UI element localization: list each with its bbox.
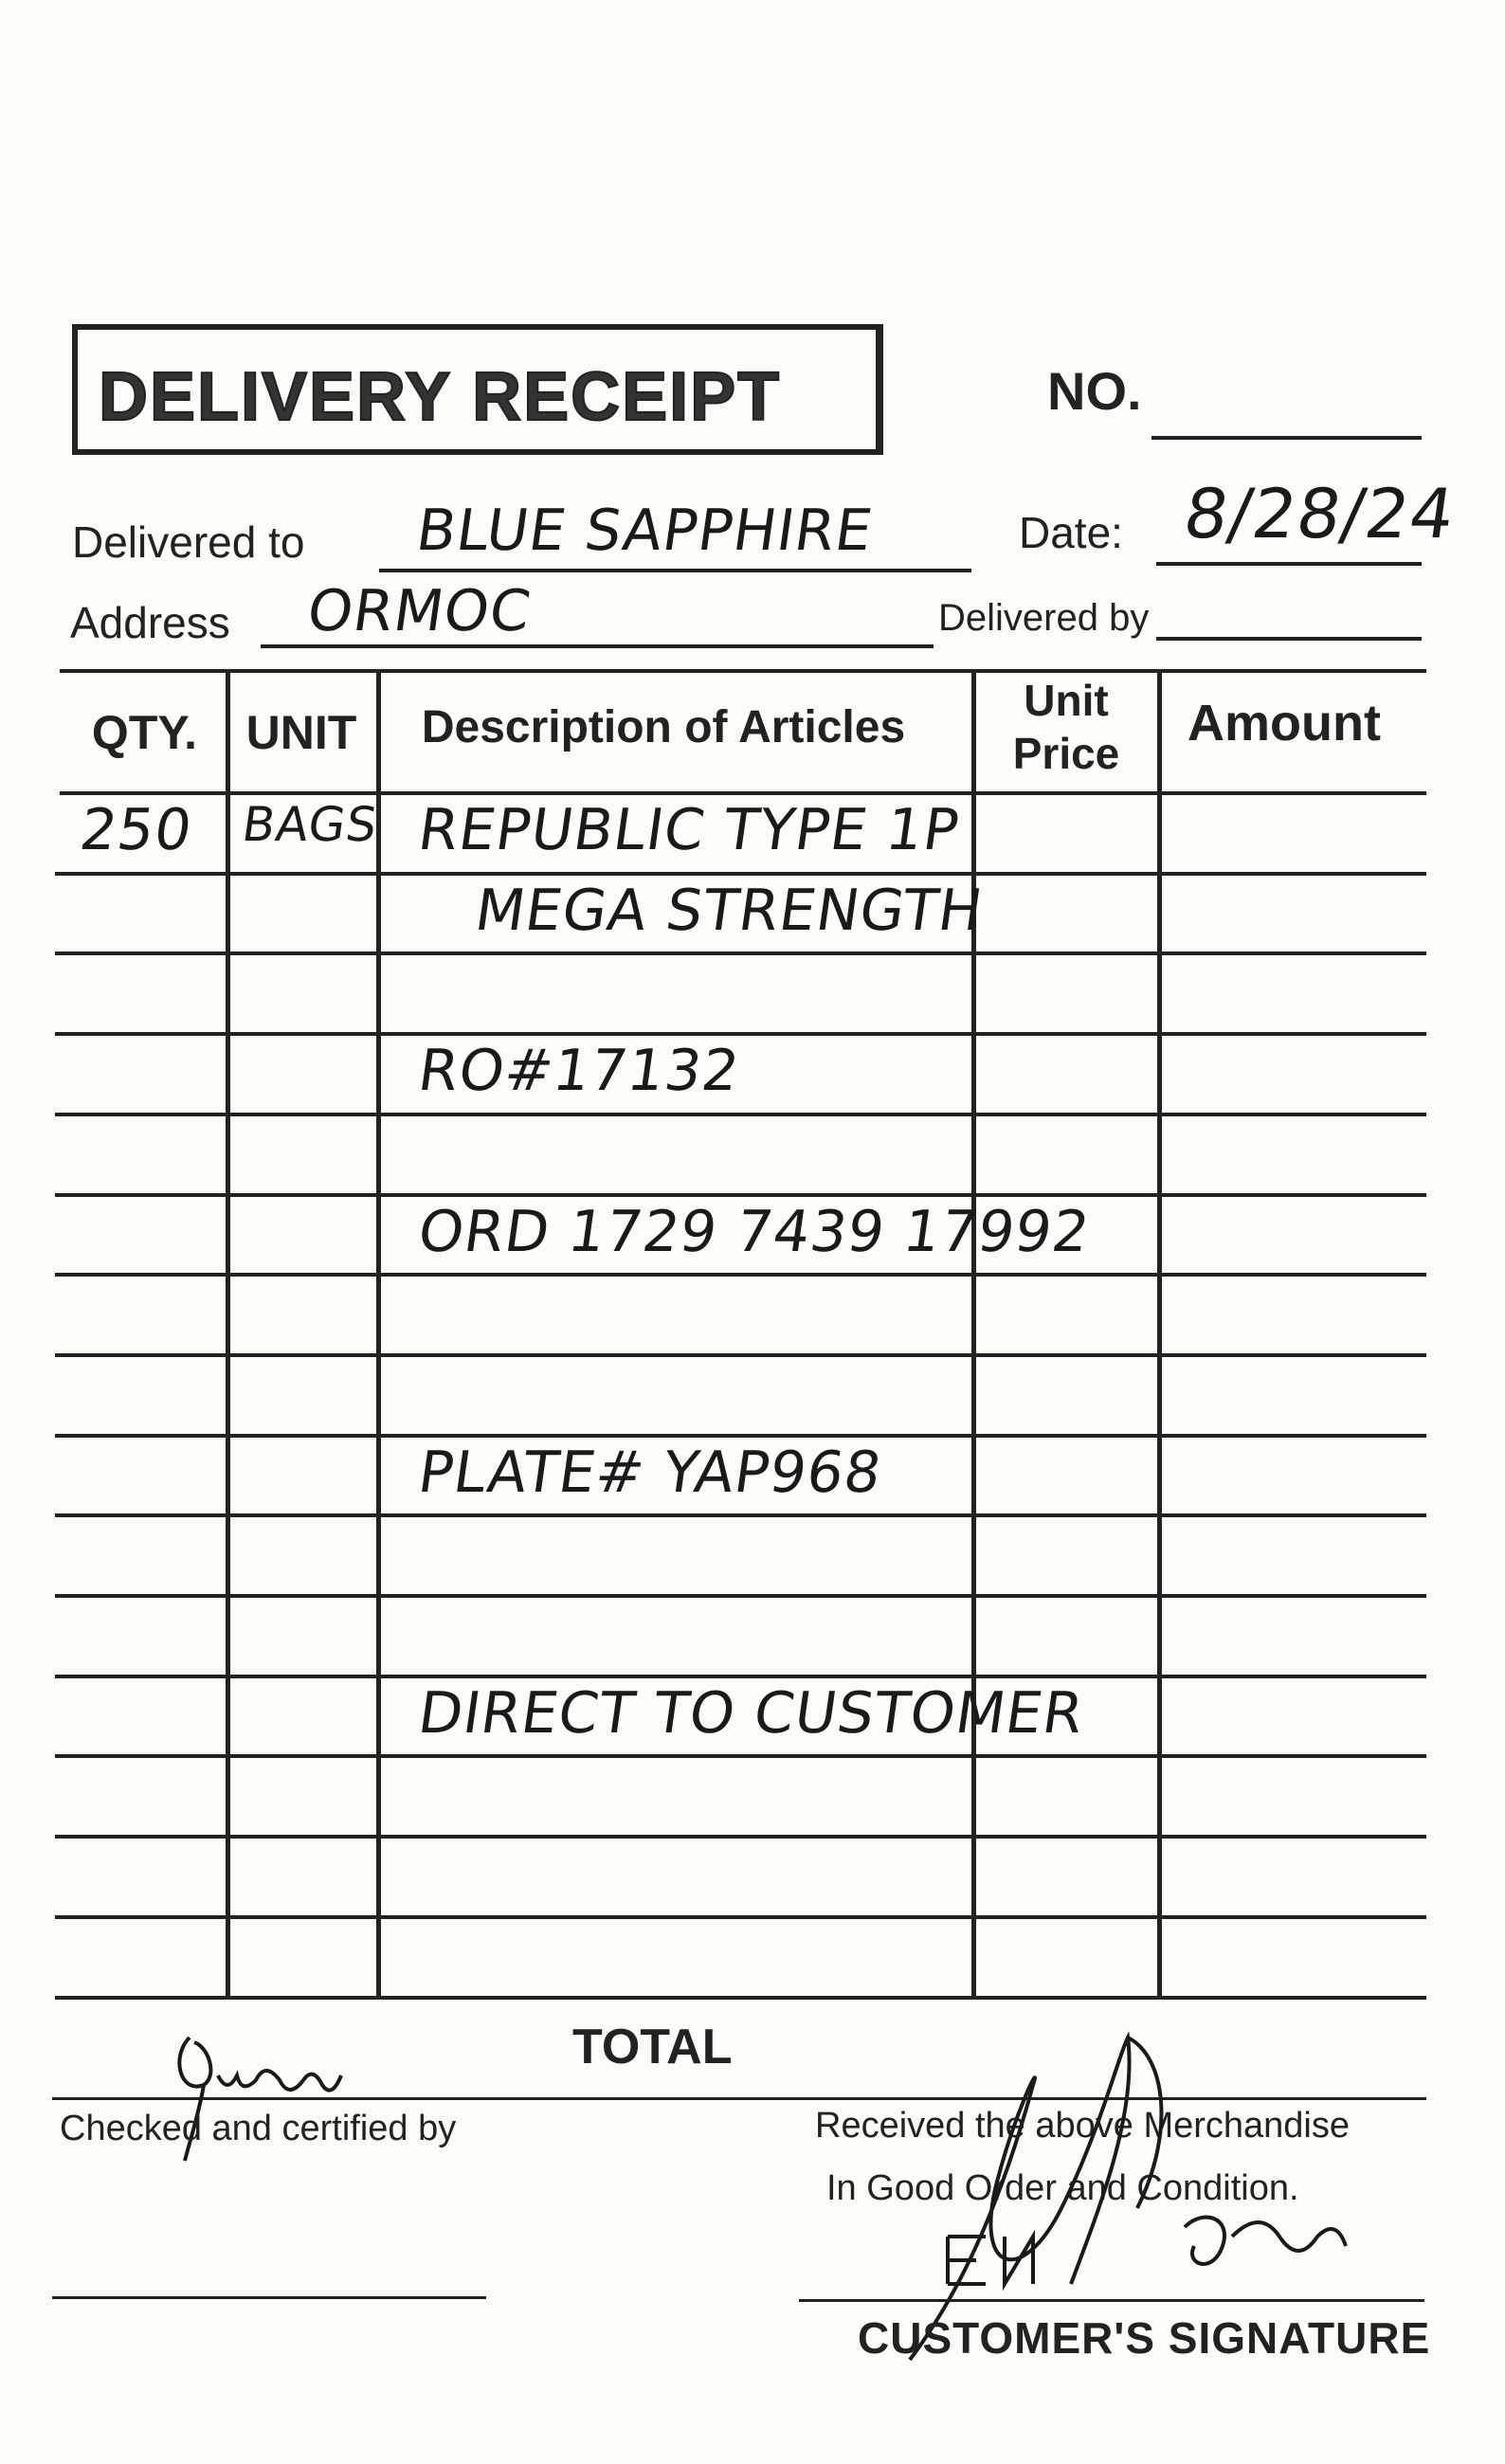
row-line (55, 1513, 1426, 1518)
delivered-to-line (379, 569, 971, 572)
row-line (55, 1112, 1426, 1116)
cell-description: PLATE# YAP968 (414, 1439, 886, 1506)
row-line (55, 1594, 1426, 1598)
total-label: TOTAL (572, 2020, 733, 2074)
receipt-number-line (1151, 436, 1422, 440)
date-value: 8/28/24 (1179, 474, 1460, 553)
table-top-border (60, 669, 1426, 673)
checker-signature (177, 2036, 343, 2162)
address-label: Address (70, 598, 230, 647)
column-header-description: Description of Articles (421, 702, 906, 752)
row-line (55, 1032, 1426, 1037)
date-label: Date: (1019, 508, 1123, 557)
title-box (72, 324, 883, 455)
header-bottom-border (60, 791, 1426, 795)
cell-description: DIRECT TO CUSTOMER (414, 1679, 1089, 1747)
total-bottom-line (52, 2097, 1426, 2100)
delivered-to-label: Delivered to (72, 517, 305, 567)
column-header-amount: Amount (1188, 695, 1381, 752)
date-line (1156, 562, 1422, 566)
column-header-unit: UNIT (245, 706, 357, 759)
column-header-qty: QTY. (91, 706, 198, 759)
received-statement-line1: Received the above Merchandise (815, 2106, 1351, 2146)
customer-signature (908, 2031, 1348, 2362)
customer-signature-line (799, 2299, 1424, 2302)
cell-description: REPUBLIC TYPE 1P (414, 797, 964, 863)
column-divider (971, 669, 976, 1996)
cell-unit: BAGS (238, 797, 382, 852)
delivered-by-line (1156, 637, 1422, 641)
column-divider (376, 669, 381, 1996)
row-line (55, 1273, 1426, 1277)
row-line (55, 1754, 1426, 1759)
address-line (261, 644, 934, 648)
row-line (55, 1433, 1426, 1438)
row-line (55, 1835, 1426, 1839)
row-line (55, 1352, 1426, 1357)
cell-description: RO#17132 (414, 1038, 744, 1105)
address-value: ORMOC (303, 578, 535, 644)
customer-signature-label: CUSTOMER'S SIGNATURE (858, 2313, 1431, 2363)
row-line (55, 1674, 1426, 1678)
row-line (55, 1192, 1426, 1197)
receipt-number-label: NO. (1047, 361, 1142, 421)
delivered-to-value: BLUE SAPPHIRE (412, 498, 878, 564)
checked-certified-label: Checked and certified by (60, 2109, 457, 2148)
checker-signature-line (52, 2296, 486, 2299)
cell-qty: 250 (76, 797, 197, 863)
delivered-by-label: Delivered by (938, 597, 1150, 639)
row-line (55, 871, 1426, 876)
row-line (55, 951, 1426, 956)
column-header-unit-price: Unit Price (1012, 676, 1120, 778)
cell-description: MEGA STRENGTH (471, 877, 988, 944)
cell-description: ORD 1729 7439 17992 (414, 1198, 1095, 1265)
row-line (55, 1995, 1426, 2000)
document-title: DELIVERY RECEIPT (98, 358, 782, 436)
row-line (55, 1914, 1426, 1919)
column-divider (1157, 669, 1162, 1996)
column-divider (226, 669, 230, 1996)
